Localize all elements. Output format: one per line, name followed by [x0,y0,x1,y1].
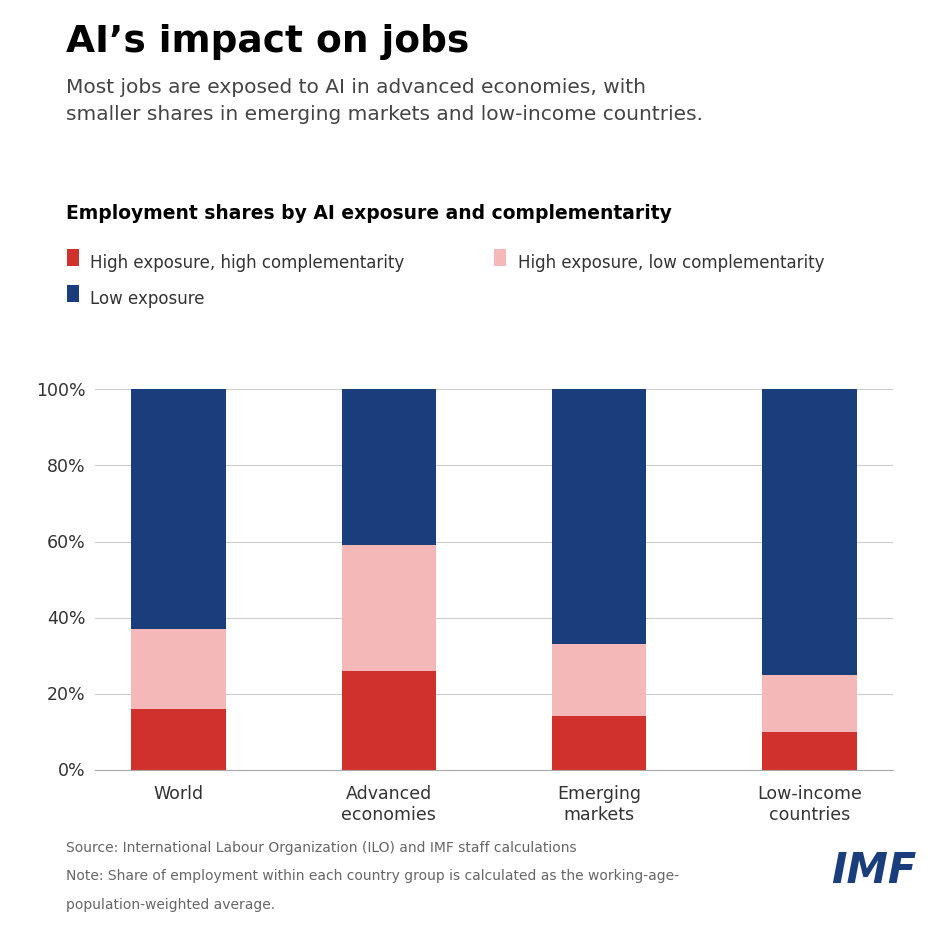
Bar [552,644,646,716]
Bar [762,732,857,770]
Text: Low exposure: Low exposure [90,290,205,308]
Bar [762,390,857,674]
Text: High exposure, high complementarity: High exposure, high complementarity [90,254,405,272]
Text: Most jobs are exposed to AI in advanced economies, with
smaller shares in emergi: Most jobs are exposed to AI in advanced … [66,78,704,124]
Text: Employment shares by AI exposure and complementarity: Employment shares by AI exposure and com… [66,204,673,223]
Bar [131,709,226,770]
Bar [552,716,646,770]
Bar [342,545,436,671]
Text: Source: International Labour Organization (ILO) and IMF staff calculations: Source: International Labour Organizatio… [66,841,578,855]
Text: Note: Share of employment within each country group is calculated as the working: Note: Share of employment within each co… [66,869,679,884]
Text: AI’s impact on jobs: AI’s impact on jobs [66,24,469,60]
Bar [131,629,226,709]
Bar [131,390,226,629]
Text: IMF: IMF [831,850,917,892]
Text: population-weighted average.: population-weighted average. [66,898,276,912]
Bar [342,671,436,770]
Bar [342,390,436,545]
Bar [552,390,646,644]
Text: High exposure, low complementarity: High exposure, low complementarity [518,254,825,272]
Bar [762,674,857,732]
